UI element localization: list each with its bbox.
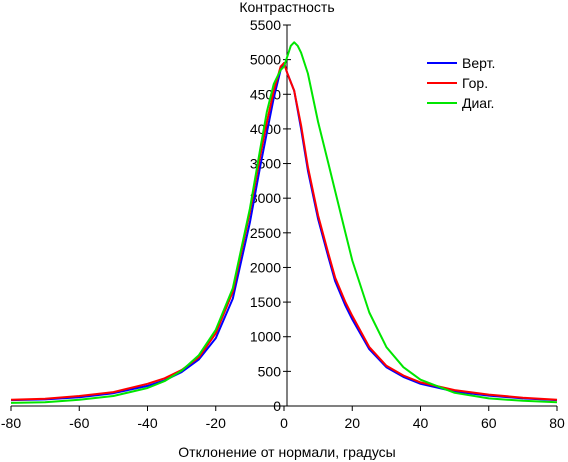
series-line-2: [10, 62, 558, 401]
x-tick-label: -80: [1, 415, 21, 431]
x-axis-title: Отклонение от нормали, градусы: [178, 444, 395, 460]
legend-label: Диаг.: [462, 95, 494, 111]
x-axis: -80 -60 -40 -20 0 20 40 60 80: [1, 405, 565, 431]
legend-label: Верт.: [462, 55, 495, 71]
series-line-1: [10, 62, 558, 402]
x-tick-label: -20: [206, 415, 226, 431]
series-lines: [10, 41, 558, 404]
y-tick-label: 3500: [250, 156, 281, 172]
x-tick-label: 60: [481, 415, 497, 431]
y-tick-label: 2000: [250, 259, 281, 275]
x-tick-label: 0: [280, 415, 288, 431]
y-axis-title: Контрастность: [239, 0, 334, 15]
y-tick-label: 5500: [250, 17, 281, 33]
y-tick-label: 500: [258, 363, 282, 379]
x-tick-label: -40: [137, 415, 157, 431]
legend: Верт. Гор. Диаг.: [427, 55, 495, 111]
x-tick-label: 20: [344, 415, 360, 431]
y-tick-label: 3000: [250, 190, 281, 206]
y-tick-label: 1500: [250, 294, 281, 310]
series-line-3: [10, 41, 558, 404]
y-tick-label: 1000: [250, 329, 281, 345]
x-tick-label: 40: [413, 415, 429, 431]
y-tick-label: 5000: [250, 52, 281, 68]
x-tick-label: -60: [69, 415, 89, 431]
legend-label: Гор.: [462, 75, 488, 91]
x-tick-label: 80: [549, 415, 565, 431]
y-axis: 0500100015002000250030003500400045005000…: [250, 17, 291, 414]
y-tick-label: 2500: [250, 225, 281, 241]
